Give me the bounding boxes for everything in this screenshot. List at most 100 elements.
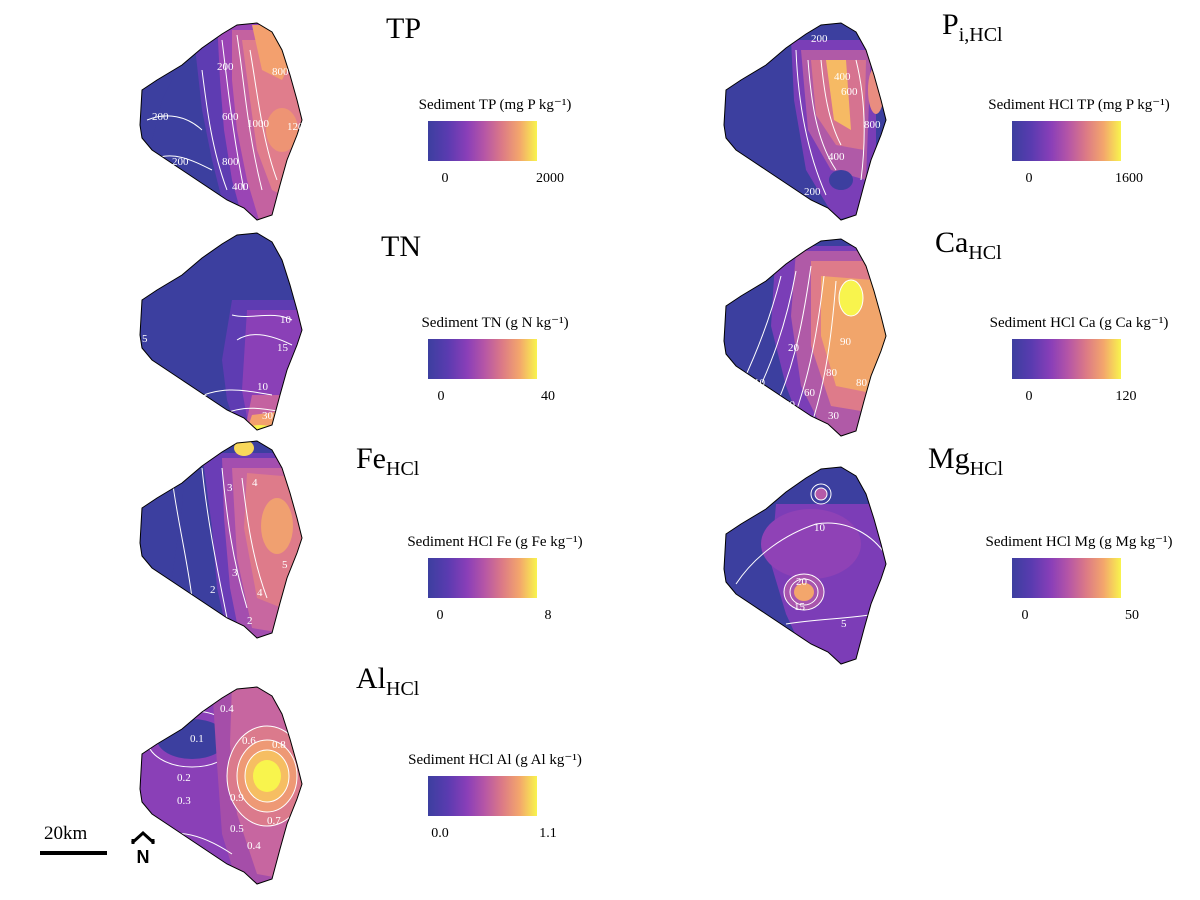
- scale-label: 20km: [44, 823, 88, 844]
- legend-min: 0: [1021, 608, 1029, 623]
- map-al: 0.1 0.2 0.3 0.4 0.5 0.6 0.7 0.8 0.9 0.4: [139, 686, 303, 885]
- panel-fe: 1 2 3 4 3 2 5 4 FeHCl Sediment HCl Fe (g…: [0, 436, 600, 654]
- legend-colorbar: [428, 121, 537, 161]
- contour-label: 15: [794, 601, 806, 613]
- panel-title: FeHCl: [356, 442, 419, 480]
- scale-bar: [40, 851, 107, 855]
- contour-label: 400: [834, 71, 851, 83]
- title-main: Mg: [928, 442, 970, 475]
- panel-tn: 5 10 15 10 5 30 TN Sediment TN (g N kg⁻¹…: [0, 218, 600, 436]
- contour-label: 80: [826, 367, 838, 379]
- title-sub: i,HCl: [958, 24, 1003, 46]
- contour-label: 0.1: [190, 733, 204, 745]
- panel-title: Pi,HCl: [942, 8, 1003, 46]
- contour-label: 5: [142, 333, 148, 345]
- legend-min: 0: [436, 608, 444, 623]
- legend-colorbar: [428, 558, 537, 598]
- contour-label: 0.8: [272, 739, 286, 751]
- contour-label: 0.3: [177, 795, 191, 807]
- contour-label: 5: [282, 559, 288, 571]
- legend-max: 50: [1125, 608, 1139, 623]
- contour-label: 200: [152, 111, 169, 123]
- panel-title: MgHCl: [928, 442, 1004, 480]
- title-sub: HCl: [968, 242, 1002, 264]
- title-sub: HCl: [969, 458, 1004, 480]
- contour-label: 1: [152, 589, 158, 601]
- title-main: Al: [356, 662, 386, 695]
- contour-label: 5: [841, 618, 847, 630]
- legend-colorbar: [1012, 121, 1121, 161]
- title-main: P: [942, 8, 959, 41]
- legend-label: Sediment HCl TP (mg P kg⁻¹): [988, 97, 1170, 113]
- legend-min: 0: [1025, 171, 1033, 186]
- panel-title: AlHCl: [356, 662, 419, 700]
- contour-label: 600: [841, 86, 858, 98]
- panel-al: 0.1 0.2 0.3 0.4 0.5 0.6 0.7 0.8 0.9 0.4 …: [0, 654, 600, 885]
- panel-title: TN: [381, 232, 421, 267]
- contour-label: 20: [796, 576, 808, 588]
- legend-label: Sediment HCl Ca (g Ca kg⁻¹): [989, 315, 1169, 331]
- contour-label: 20: [879, 590, 891, 602]
- title-main: TP: [386, 12, 422, 45]
- contour-label: 1000: [247, 118, 270, 130]
- contour-label: 0.4: [247, 840, 261, 852]
- contour-label: 30: [828, 410, 840, 422]
- north-arrow: N: [129, 830, 157, 869]
- panel-tp: 200 200 200 600 1000 800 400 800 1200 TP…: [0, 0, 600, 221]
- map-tp: 200 200 200 600 1000 800 400 800 1200: [139, 22, 310, 221]
- contour-label: 0.4: [220, 703, 234, 715]
- contour-label: 10: [754, 377, 766, 389]
- contour-label: 0.7: [267, 815, 281, 827]
- title-main: Ca: [935, 226, 969, 259]
- map-mg: 10 20 15 5 20: [723, 466, 891, 665]
- legend-label: Sediment TN (g N kg⁻¹): [421, 315, 569, 331]
- map-fe: 1 2 3 4 3 2 5 4: [139, 440, 303, 639]
- contour-label: 0.9: [230, 792, 244, 804]
- contour-label: 90: [840, 336, 852, 348]
- legend-min: 0.0: [431, 826, 449, 841]
- legend-max: 1600: [1115, 171, 1143, 186]
- contour-label: 200: [217, 61, 234, 73]
- contour-label: 2: [210, 584, 216, 596]
- legend-max: 40: [541, 389, 555, 404]
- legend-max: 8: [544, 608, 552, 623]
- contour-label: 40: [784, 399, 796, 411]
- contour-label: 800: [864, 119, 881, 131]
- panel-ca: 10 20 40 60 80 90 30 80 CaHCl Sediment H…: [592, 218, 1192, 437]
- contour-label: 15: [277, 342, 289, 354]
- panel-title: TP: [386, 14, 421, 49]
- contour-label: 800: [222, 156, 239, 168]
- panel-mg: 10 20 15 5 20 MgHCl Sediment HCl Mg (g M…: [592, 436, 1192, 665]
- contour-label: 10: [280, 314, 292, 326]
- contour-label: 1200: [287, 121, 310, 133]
- legend-colorbar: [1012, 339, 1121, 379]
- contour-label: 10: [257, 381, 269, 393]
- contour-label: 80: [856, 377, 868, 389]
- title-main: Fe: [356, 442, 386, 475]
- legend-max: 120: [1115, 389, 1137, 404]
- contour-label: 3: [227, 482, 233, 494]
- legend-max: 1.1: [539, 826, 557, 841]
- contour-label: 4: [257, 587, 263, 599]
- contour-label: 20: [788, 342, 800, 354]
- legend-max: 2000: [536, 171, 564, 186]
- legend-label: Sediment HCl Mg (g Mg kg⁻¹): [985, 534, 1173, 550]
- panel-pi: 200 400 600 800 400 200 Pi,HCl Sediment …: [592, 0, 1192, 221]
- title-main: TN: [381, 230, 421, 263]
- legend-label: Sediment TP (mg P kg⁻¹): [418, 97, 572, 113]
- contour-label: 400: [828, 151, 845, 163]
- map-tn: 5 10 15 10 5 30: [139, 232, 303, 431]
- contour-label: 0.2: [177, 772, 191, 784]
- contour-label: 200: [804, 186, 821, 198]
- contour-label: 5: [202, 393, 208, 405]
- contour-label: 30: [262, 410, 274, 422]
- legend-colorbar: [1012, 558, 1121, 598]
- legend-min: 0: [1025, 389, 1033, 404]
- contour-label: 800: [272, 66, 289, 78]
- north-letter: N: [137, 847, 150, 864]
- contour-label: 0.5: [230, 823, 244, 835]
- legend-label: Sediment HCl Fe (g Fe kg⁻¹): [407, 534, 583, 550]
- contour-label: 0.6: [242, 735, 256, 747]
- legend-min: 0: [441, 171, 449, 186]
- contour-label: 60: [804, 387, 816, 399]
